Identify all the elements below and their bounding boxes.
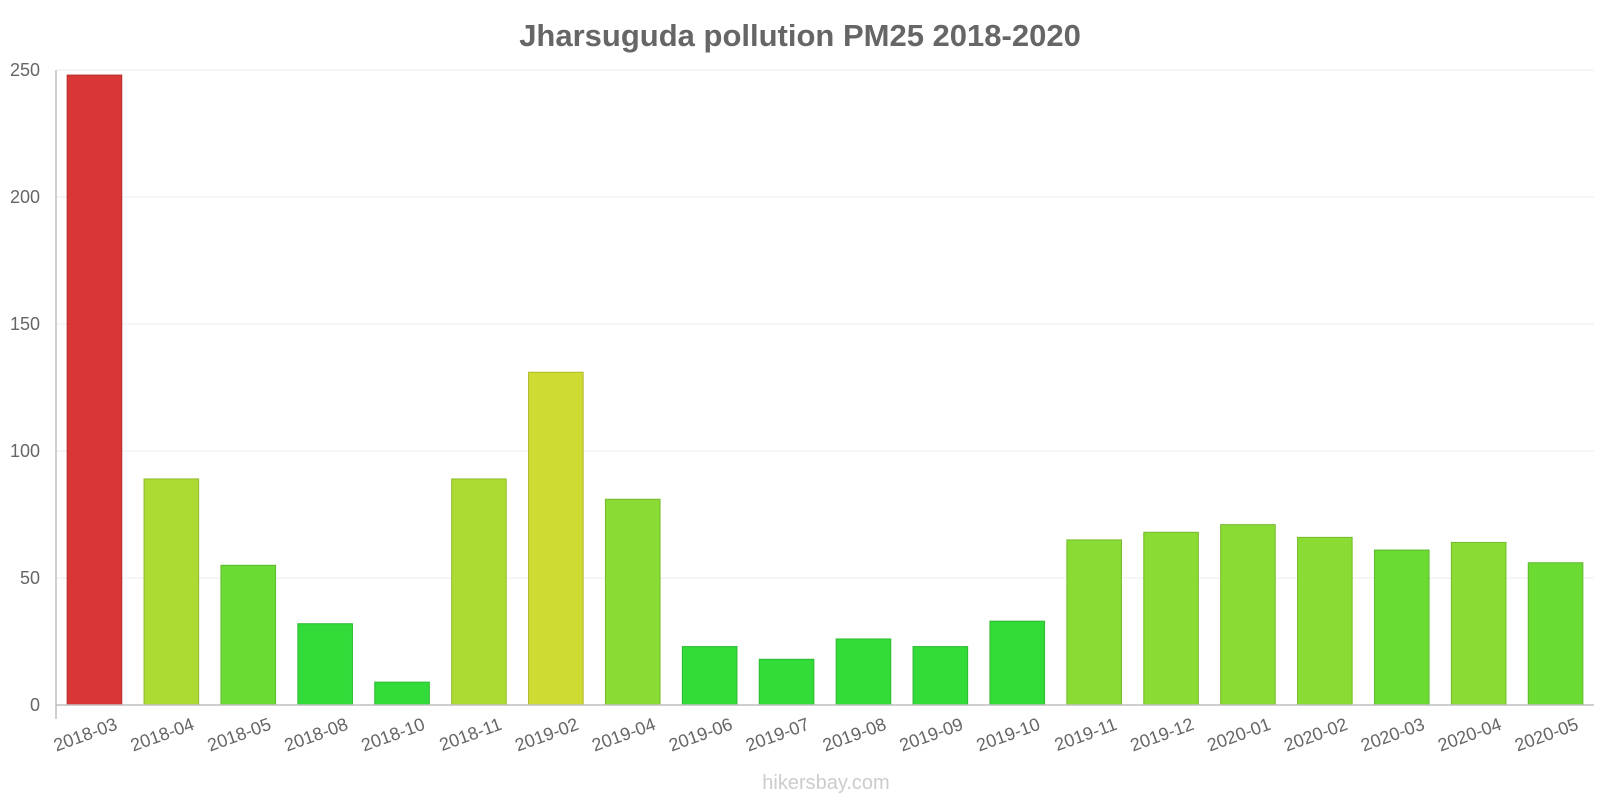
x-tick-label: 2019-04 bbox=[589, 714, 658, 755]
y-tick-label: 200 bbox=[10, 187, 40, 207]
bars bbox=[66, 74, 1584, 706]
bar-2019-08 bbox=[835, 638, 892, 706]
x-tick-label: 2019-02 bbox=[512, 714, 581, 755]
x-tick-label: 2020-03 bbox=[1358, 714, 1427, 755]
x-tick-label: 2019-06 bbox=[666, 714, 735, 755]
x-tick-label: 2018-03 bbox=[51, 714, 120, 755]
bar-2019-10 bbox=[989, 620, 1046, 706]
bar-2020-02 bbox=[1297, 536, 1353, 706]
y-tick-label: 50 bbox=[20, 568, 40, 588]
x-tick-label: 2018-11 bbox=[437, 714, 505, 755]
bar-2018-11 bbox=[451, 478, 507, 706]
bar-2019-11 bbox=[1066, 539, 1122, 706]
x-tick-label: 2019-12 bbox=[1127, 714, 1196, 755]
x-tick-label: 2020-02 bbox=[1281, 714, 1350, 755]
x-tick-label: 2018-10 bbox=[358, 714, 427, 755]
axes bbox=[55, 70, 1594, 719]
x-tick-label: 2018-05 bbox=[205, 714, 274, 755]
y-tick-labels: 0 50 100 150 200 250 bbox=[10, 60, 40, 715]
bar-2019-09 bbox=[912, 646, 969, 706]
bar-2019-07 bbox=[758, 658, 815, 706]
bar-2018-05 bbox=[220, 564, 277, 706]
x-tick-label: 2018-08 bbox=[282, 714, 351, 755]
grid-lines bbox=[56, 69, 1594, 579]
x-tick-label: 2020-04 bbox=[1435, 714, 1504, 755]
y-tick-label: 250 bbox=[10, 60, 40, 80]
x-tick-label: 2020-01 bbox=[1204, 714, 1273, 755]
bar-2018-03 bbox=[66, 74, 123, 706]
x-tick-labels: 2018-03 2018-04 2018-05 2018-08 2018-10 2018-… bbox=[51, 714, 1581, 755]
bar-2018-10 bbox=[374, 681, 430, 706]
y-tick-label: 150 bbox=[10, 314, 40, 334]
bar-2020-04 bbox=[1450, 541, 1507, 706]
x-tick-label: 2019-10 bbox=[974, 714, 1043, 755]
x-tick-label: 2018-04 bbox=[128, 714, 197, 755]
x-tick-label: 2019-11 bbox=[1052, 714, 1120, 755]
y-tick-label: 0 bbox=[30, 695, 40, 715]
bar-2020-05 bbox=[1527, 562, 1584, 706]
bar-2018-04 bbox=[143, 478, 200, 706]
bar-2020-03 bbox=[1373, 549, 1430, 706]
x-tick-label: 2019-08 bbox=[820, 714, 889, 755]
bar-2019-12 bbox=[1143, 531, 1199, 706]
bar-2020-01 bbox=[1220, 524, 1276, 706]
bar-2019-04 bbox=[604, 498, 661, 706]
bar-2018-08 bbox=[297, 623, 353, 706]
chart-title: Jharsuguda pollution PM25 2018-2020 bbox=[519, 18, 1081, 53]
x-tick-label: 2019-07 bbox=[743, 714, 812, 755]
bar-2019-02 bbox=[528, 371, 584, 706]
watermark: hikersbay.com bbox=[762, 772, 889, 794]
bar-2019-06 bbox=[681, 646, 738, 706]
x-tick-label: 2019-09 bbox=[897, 714, 966, 755]
x-tick-label: 2020-05 bbox=[1512, 714, 1581, 755]
y-tick-label: 100 bbox=[10, 441, 40, 461]
